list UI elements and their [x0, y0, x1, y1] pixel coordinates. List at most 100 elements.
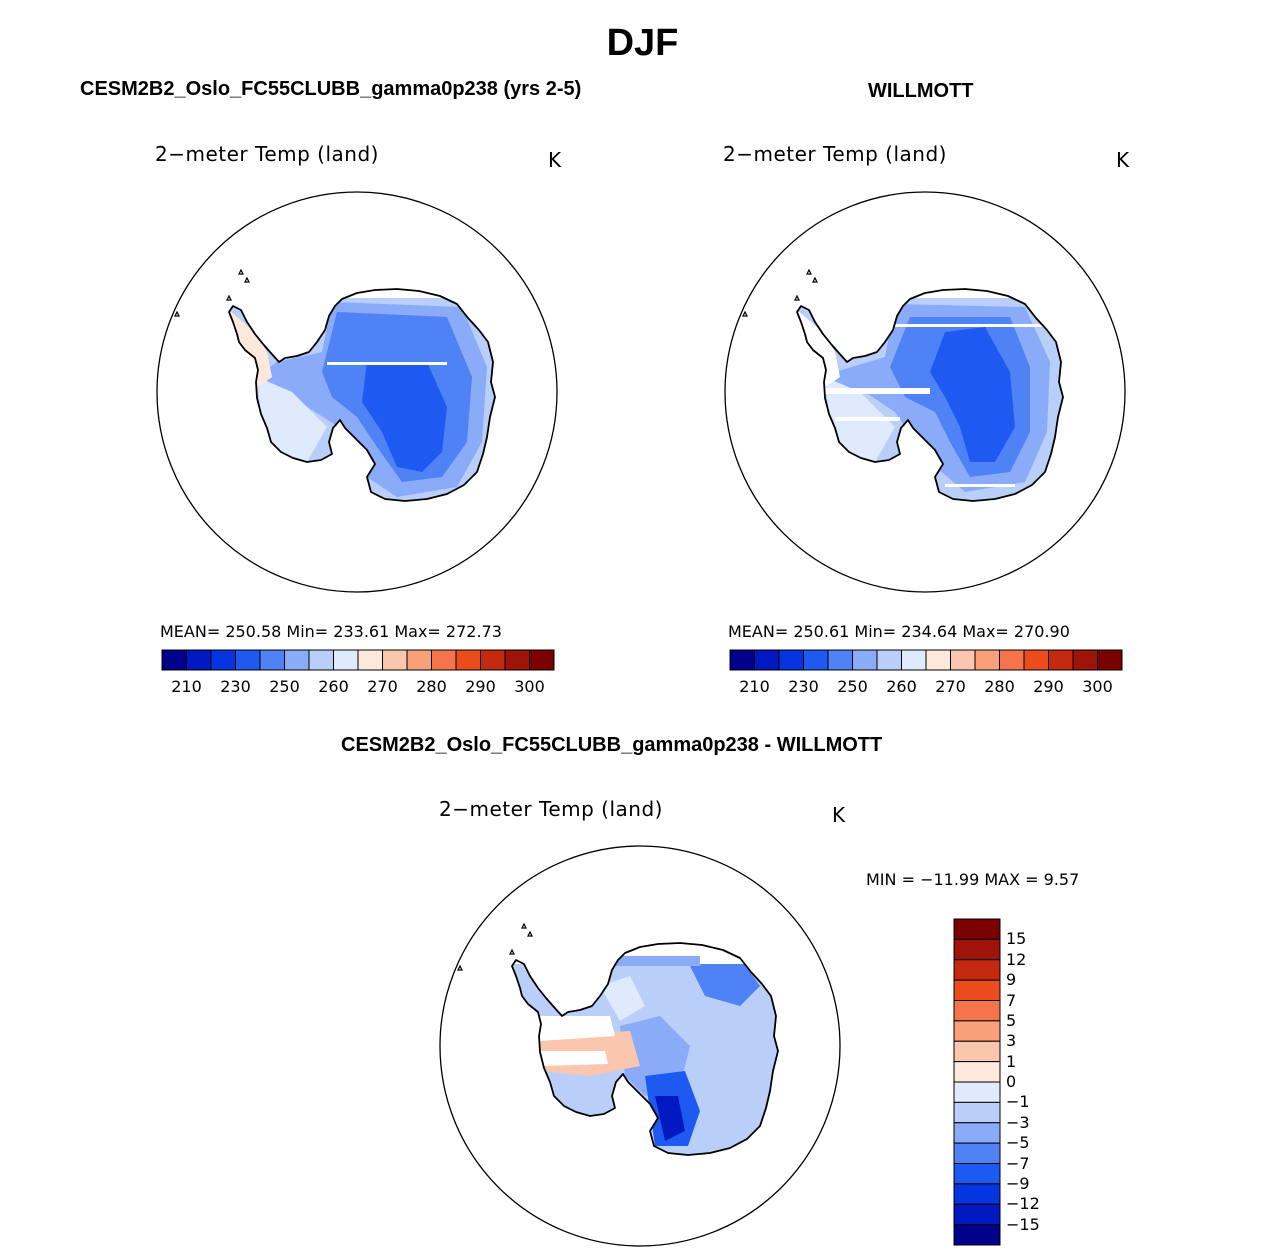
colorbar-box [382, 649, 408, 671]
antarctica-coastline [228, 288, 496, 502]
colorbar-box [953, 1040, 1001, 1063]
colorbar-box [1072, 649, 1098, 671]
colorbar-tick-label: 9 [1006, 970, 1017, 990]
colorbar-box [504, 649, 530, 671]
colorbar-box [1097, 649, 1123, 671]
diff-case-title: CESM2B2_Oslo_FC55CLUBB_gamma0p238 - WILL… [341, 734, 883, 756]
colorbar-tick-label: 230 [220, 677, 251, 696]
colorbar-box [259, 649, 285, 671]
colorbar-tick-label: −5 [1006, 1133, 1030, 1153]
colorbar-box [529, 649, 555, 671]
diff-units-label: K [832, 803, 846, 827]
colorbar-tick-label: −12 [1006, 1194, 1040, 1214]
colorbar-tick-label: 7 [1006, 990, 1017, 1010]
diff-polar-map [439, 845, 841, 1247]
colorbar-box [953, 979, 1001, 1001]
diff-colorbar [953, 918, 1001, 1246]
antarctica-coastline [511, 942, 779, 1156]
island-coastline [238, 268, 244, 275]
obs-polar-map [724, 191, 1126, 593]
colorbar-box [431, 649, 457, 671]
colorbar-tick-label: 250 [269, 677, 300, 696]
colorbar-box [1023, 649, 1049, 671]
colorbar-box [480, 649, 506, 671]
colorbar-tick-label: 260 [318, 677, 349, 696]
colorbar-box [333, 649, 359, 671]
island-coastline [174, 310, 180, 317]
field-cell [655, 1096, 685, 1141]
colorbar-box [953, 1142, 1001, 1164]
model-case-title: CESM2B2_Oslo_FC55CLUBB_gamma0p238 (yrs 2… [80, 78, 582, 100]
colorbar-box [876, 649, 902, 671]
obs-units-label: K [1116, 148, 1130, 172]
colorbar-box [953, 1081, 1001, 1103]
colorbar-box [953, 959, 1001, 981]
colorbar-tick-label: 1 [1006, 1051, 1017, 1071]
colorbar-box [953, 1224, 1001, 1246]
colorbar-box [953, 1000, 1001, 1022]
missing-data-band [327, 362, 447, 365]
colorbar-box [901, 649, 927, 671]
colorbar-box [186, 649, 212, 671]
colorbar-tick-label: 300 [514, 677, 545, 696]
colorbar-tick-label: 300 [1082, 677, 1113, 696]
model-polar-map [156, 191, 558, 593]
field-cell [797, 310, 840, 387]
missing-data-band [945, 484, 1015, 487]
colorbar-tick-label: 5 [1006, 1010, 1017, 1030]
field-cell [930, 327, 1015, 462]
colorbar-box [974, 649, 1000, 671]
colorbar-box [308, 649, 334, 671]
obs-case-title: WILLMOTT [868, 80, 974, 102]
field-cell [690, 958, 760, 1006]
colorbar-tick-label: 290 [465, 677, 496, 696]
colorbar-tick-label: −15 [1006, 1214, 1040, 1234]
colorbar-box [953, 1183, 1001, 1205]
island-coastline [457, 964, 463, 971]
field-cell [610, 956, 700, 966]
antarctica-coastline [796, 288, 1064, 502]
field-cell [600, 976, 645, 1021]
colorbar-tick-label: 280 [984, 677, 1015, 696]
island-coastline [812, 276, 818, 283]
colorbar-tick-label: 210 [171, 677, 202, 696]
missing-data-band [835, 417, 900, 421]
island-coastline [794, 294, 800, 301]
model-variable-label: 2−meter Temp (land) [155, 142, 379, 166]
colorbar-box [210, 649, 236, 671]
field-cell [229, 310, 272, 387]
colorbar-tick-label: −1 [1006, 1092, 1030, 1112]
colorbar-tick-label: 290 [1033, 677, 1064, 696]
colorbar-tick-label: 210 [739, 677, 770, 696]
field-cell [257, 377, 327, 462]
island-coastline [244, 276, 250, 283]
model-colorbar [161, 649, 555, 671]
colorbar-box [953, 938, 1001, 961]
colorbar-box [778, 649, 804, 671]
colorbar-tick-label: 3 [1006, 1031, 1017, 1051]
colorbar-tick-label: 280 [416, 677, 447, 696]
colorbar-box [953, 1163, 1001, 1185]
colorbar-box [827, 649, 853, 671]
missing-data-band [229, 289, 495, 298]
colorbar-tick-label: 250 [837, 677, 868, 696]
colorbar-tick-label: 270 [935, 677, 966, 696]
obs-variable-label: 2−meter Temp (land) [723, 142, 947, 166]
colorbar-box [950, 649, 976, 671]
island-coastline [527, 930, 533, 937]
colorbar-box [925, 649, 951, 671]
missing-data-band [540, 1051, 608, 1066]
missing-data-band [895, 324, 1055, 327]
island-coastline [806, 268, 812, 275]
island-coastline [521, 922, 527, 929]
colorbar-box [455, 649, 481, 671]
field-cell [362, 362, 447, 472]
island-coastline [509, 948, 515, 955]
colorbar-box [953, 1203, 1001, 1226]
colorbar-box [852, 649, 878, 671]
island-coastline [742, 310, 748, 317]
missing-data-band [540, 1016, 615, 1041]
model-stats: MEAN= 250.58 Min= 233.61 Max= 272.73 [160, 622, 502, 641]
figure-title: DJF [606, 22, 679, 64]
colorbar-tick-label: 270 [367, 677, 398, 696]
